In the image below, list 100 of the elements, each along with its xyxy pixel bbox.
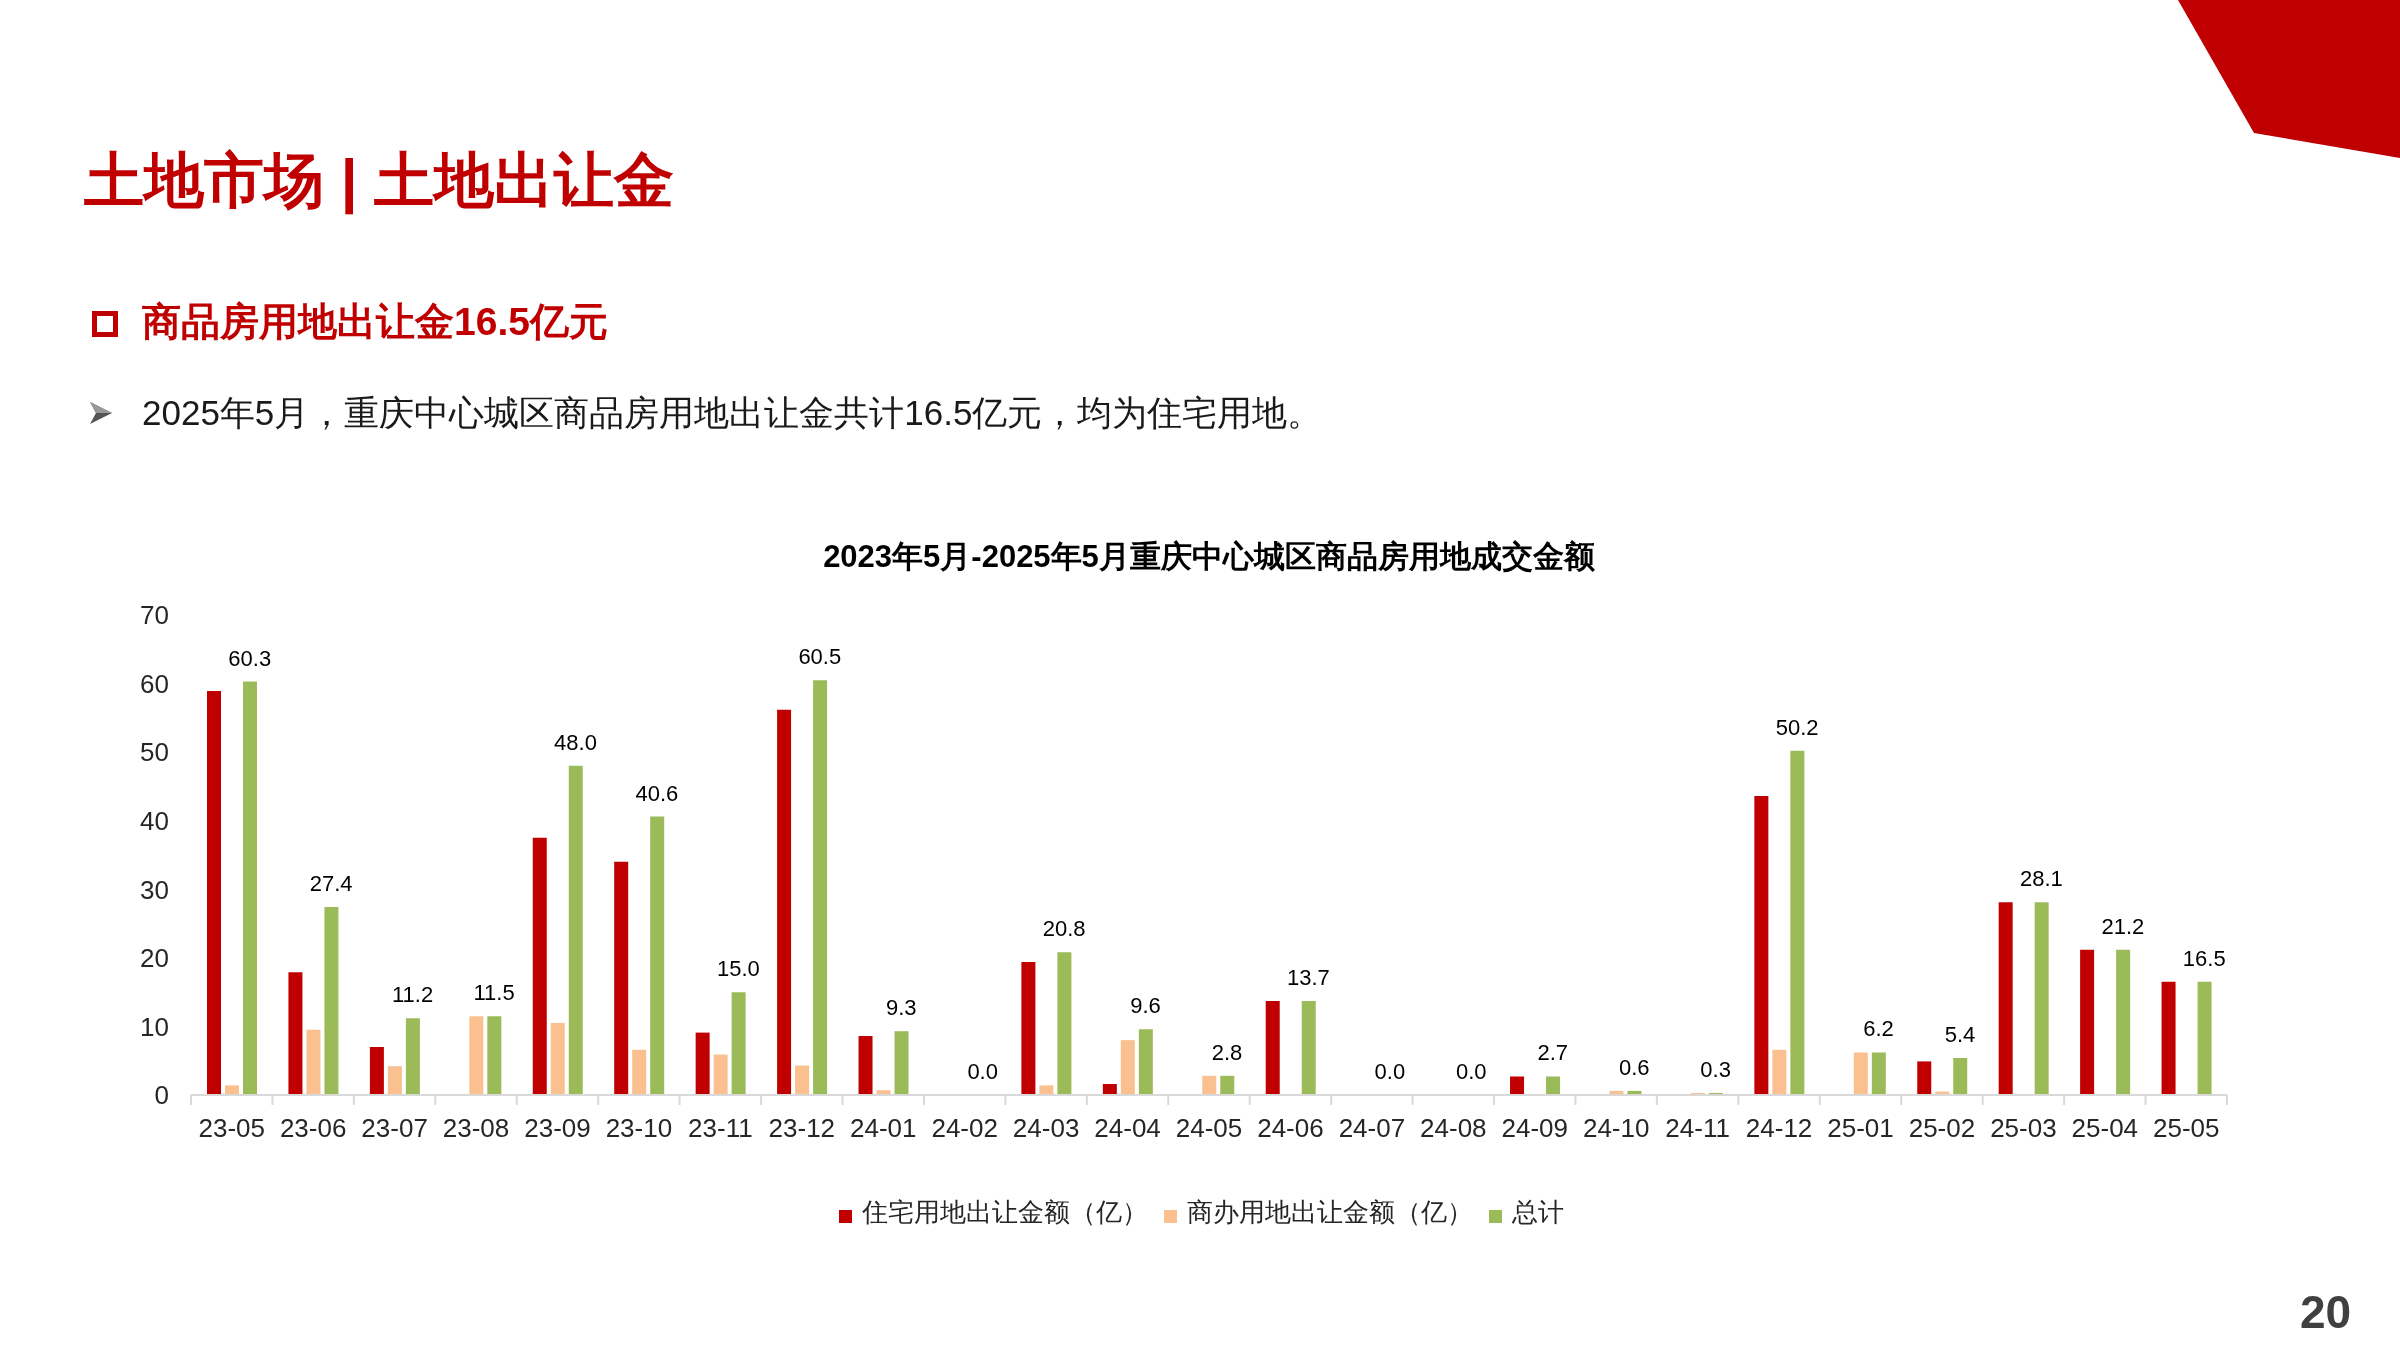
data-label: 0.3 xyxy=(1700,1056,1731,1082)
data-label: 28.1 xyxy=(2019,866,2063,892)
legend-label: 总计 xyxy=(1511,1197,1564,1227)
x-tick-label: 24-10 xyxy=(1582,1113,1650,1143)
x-tick-label: 24-03 xyxy=(1012,1113,1080,1143)
bar xyxy=(695,1032,710,1095)
data-label: 20.8 xyxy=(1042,916,1086,942)
bar xyxy=(650,816,665,1095)
bar xyxy=(632,1049,647,1095)
y-tick-label: 0 xyxy=(154,1080,169,1111)
bar xyxy=(1772,1049,1787,1095)
x-tick-label: 25-02 xyxy=(1908,1113,1976,1143)
bar xyxy=(1202,1075,1217,1095)
x-tick-label: 25-05 xyxy=(2153,1113,2220,1143)
bar xyxy=(713,1054,728,1095)
data-label: 27.4 xyxy=(309,871,353,897)
x-tick-label: 24-07 xyxy=(1338,1113,1406,1143)
data-label: 11.5 xyxy=(473,980,515,1006)
legend-label: 住宅用地出让金额（亿） xyxy=(861,1197,1148,1227)
data-label: 0.6 xyxy=(1618,1054,1650,1080)
data-label: 60.3 xyxy=(228,645,272,671)
data-label: 6.2 xyxy=(1863,1016,1894,1042)
x-tick-label: 25-04 xyxy=(2071,1113,2139,1143)
y-tick-label: 30 xyxy=(140,874,169,905)
x-tick-label: 24-09 xyxy=(1501,1113,1569,1143)
bar xyxy=(614,861,629,1095)
bar xyxy=(1301,1001,1316,1095)
x-tick-label: 24-05 xyxy=(1175,1113,1243,1143)
x-tick-label: 24-04 xyxy=(1094,1113,1161,1143)
data-label: 2.8 xyxy=(1211,1039,1243,1065)
bar xyxy=(1120,1040,1135,1095)
data-label: 9.6 xyxy=(1130,993,1161,1019)
bar xyxy=(487,1016,502,1095)
data-label: 0.0 xyxy=(967,1059,998,1084)
text: 20 xyxy=(2300,1286,2352,1339)
bar xyxy=(1853,1052,1868,1095)
x-tick-label: 24-11 xyxy=(1665,1113,1730,1143)
x-tick-label: 23-12 xyxy=(768,1113,836,1143)
y-tick-label: 60 xyxy=(140,668,169,699)
bar xyxy=(1790,750,1805,1095)
x-tick-label: 23-09 xyxy=(524,1113,591,1143)
bar xyxy=(2034,902,2049,1095)
bar xyxy=(1546,1076,1561,1095)
y-tick-label: 40 xyxy=(140,805,169,836)
bar xyxy=(1953,1057,1968,1095)
x-tick-label: 23-06 xyxy=(279,1113,347,1143)
bar xyxy=(2116,949,2131,1095)
bar xyxy=(1138,1029,1153,1095)
bar xyxy=(306,1029,321,1095)
bar xyxy=(1021,961,1036,1095)
legend-label: 商办用地出让金额（亿） xyxy=(1186,1197,1473,1227)
bar xyxy=(405,1018,420,1095)
data-label: 40.6 xyxy=(635,780,679,806)
chart-title: 2023年5月-2025年5月重庆中心城区商品房用地成交金额 xyxy=(822,538,1596,576)
data-label: 60.5 xyxy=(798,644,842,670)
data-label: 0.0 xyxy=(1374,1059,1406,1084)
y-tick-label: 20 xyxy=(140,943,169,974)
bar xyxy=(1102,1084,1117,1095)
data-label: 13.7 xyxy=(1287,965,1330,991)
x-tick-label: 25-03 xyxy=(1990,1113,2057,1143)
data-label: 5.4 xyxy=(1944,1021,1976,1047)
bar xyxy=(1998,902,2013,1095)
x-tick-label: 25-01 xyxy=(1827,1113,1894,1143)
bar xyxy=(2161,981,2176,1095)
bar xyxy=(731,992,746,1095)
bar xyxy=(2080,949,2095,1095)
bar xyxy=(387,1066,402,1095)
bar xyxy=(1265,1001,1280,1095)
bar xyxy=(2197,981,2212,1095)
bar xyxy=(795,1065,810,1095)
x-tick-label: 23-11 xyxy=(688,1113,753,1143)
data-label: 9.3 xyxy=(885,995,917,1021)
bar xyxy=(1220,1075,1235,1095)
data-label: 50.2 xyxy=(1775,714,1819,740)
data-label: 15.0 xyxy=(716,956,760,982)
data-label: 16.5 xyxy=(2182,945,2226,971)
bar xyxy=(550,1023,565,1095)
bar xyxy=(1510,1076,1525,1095)
x-tick-label: 23-10 xyxy=(605,1113,673,1143)
bar xyxy=(1871,1052,1886,1095)
bar xyxy=(568,765,583,1095)
bar xyxy=(813,680,828,1095)
bar xyxy=(1057,952,1072,1095)
text: 商品房用地出让金16.5亿元 xyxy=(142,300,608,345)
x-tick-label: 23-08 xyxy=(442,1113,510,1143)
bar xyxy=(243,681,257,1095)
bar xyxy=(1039,1085,1054,1095)
y-tick-label: 10 xyxy=(140,1011,169,1042)
y-tick-label: 70 xyxy=(140,600,169,631)
text: 土地市场 | 土地出让金 xyxy=(84,146,675,215)
x-tick-label: 23-05 xyxy=(198,1113,265,1143)
x-tick-label: 24-02 xyxy=(931,1113,998,1143)
x-tick-label: 24-06 xyxy=(1257,1113,1324,1143)
bar xyxy=(324,907,339,1095)
data-label: 21.2 xyxy=(2101,913,2145,939)
data-label: 0.0 xyxy=(1456,1059,1487,1084)
data-label: 2.7 xyxy=(1537,1040,1569,1066)
bar xyxy=(288,972,303,1095)
bar xyxy=(469,1016,484,1095)
x-tick-label: 24-08 xyxy=(1420,1113,1487,1143)
